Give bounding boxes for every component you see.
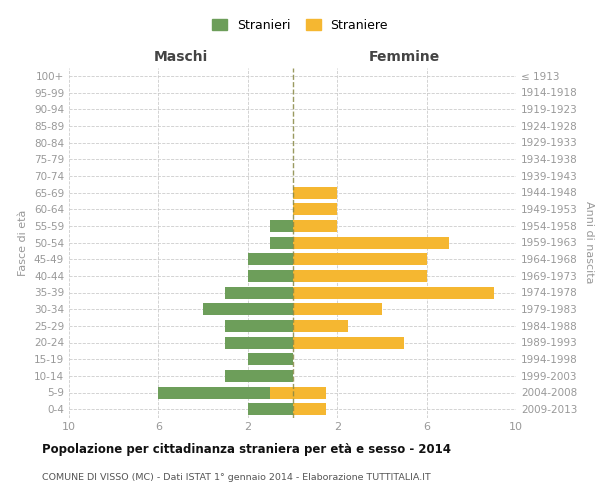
Bar bbox=[226, 286, 293, 298]
Bar bbox=[270, 220, 293, 232]
Bar bbox=[293, 203, 337, 215]
Text: Maschi: Maschi bbox=[154, 50, 208, 64]
Bar bbox=[226, 336, 293, 348]
Y-axis label: Anni di nascita: Anni di nascita bbox=[584, 201, 594, 283]
Text: Femmine: Femmine bbox=[368, 50, 440, 64]
Bar bbox=[248, 353, 293, 365]
Bar bbox=[293, 186, 337, 198]
Bar bbox=[270, 236, 293, 248]
Bar bbox=[226, 320, 293, 332]
Y-axis label: Fasce di età: Fasce di età bbox=[19, 210, 28, 276]
Bar bbox=[158, 386, 293, 398]
Bar bbox=[293, 336, 404, 348]
Bar bbox=[293, 220, 337, 232]
Bar bbox=[293, 403, 326, 415]
Bar bbox=[248, 403, 293, 415]
Text: COMUNE DI VISSO (MC) - Dati ISTAT 1° gennaio 2014 - Elaborazione TUTTITALIA.IT: COMUNE DI VISSO (MC) - Dati ISTAT 1° gen… bbox=[42, 472, 431, 482]
Bar bbox=[293, 253, 427, 265]
Bar bbox=[293, 286, 494, 298]
Bar bbox=[270, 386, 293, 398]
Bar bbox=[293, 270, 427, 282]
Bar bbox=[293, 303, 382, 315]
Bar bbox=[226, 370, 293, 382]
Bar bbox=[293, 386, 326, 398]
Bar bbox=[248, 253, 293, 265]
Bar bbox=[293, 320, 349, 332]
Legend: Stranieri, Straniere: Stranieri, Straniere bbox=[207, 14, 393, 37]
Bar bbox=[293, 236, 449, 248]
Bar bbox=[203, 303, 293, 315]
Text: Popolazione per cittadinanza straniera per età e sesso - 2014: Popolazione per cittadinanza straniera p… bbox=[42, 442, 451, 456]
Bar bbox=[248, 270, 293, 282]
